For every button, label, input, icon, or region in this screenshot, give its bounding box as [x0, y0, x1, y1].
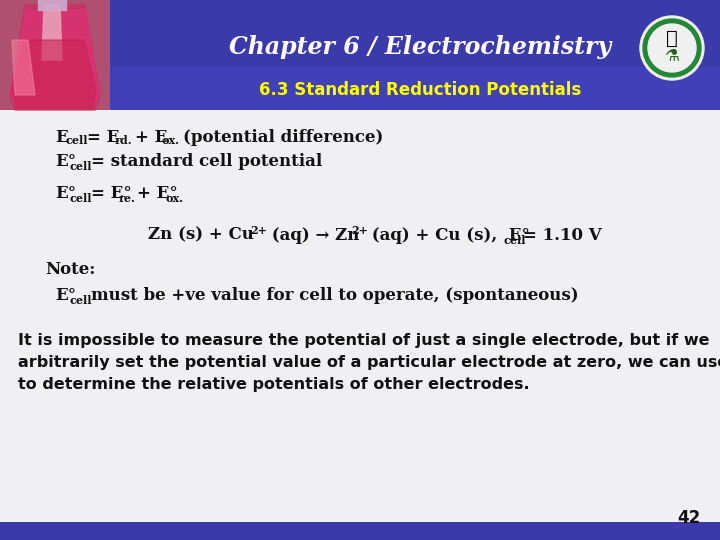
Text: + E°: + E° [137, 185, 178, 201]
Text: Zn (s) + Cu: Zn (s) + Cu [148, 226, 254, 244]
Circle shape [640, 16, 704, 80]
Text: cell: cell [503, 234, 526, 246]
Text: E°: E° [55, 287, 76, 303]
Text: ox.: ox. [165, 192, 183, 204]
Text: arbitrarily set the potential value of a particular electrode at zero, we can us: arbitrarily set the potential value of a… [18, 355, 720, 370]
Text: E: E [55, 129, 68, 145]
Text: 2+: 2+ [250, 225, 267, 235]
Text: to determine the relative potentials of other electrodes.: to determine the relative potentials of … [18, 377, 530, 392]
Polygon shape [11, 10, 99, 108]
Text: = standard cell potential: = standard cell potential [91, 153, 323, 171]
Polygon shape [12, 40, 96, 108]
Circle shape [648, 24, 696, 72]
Text: re.: re. [119, 192, 136, 204]
Text: (aq) → Zn: (aq) → Zn [266, 226, 359, 244]
Text: + E: + E [135, 129, 167, 145]
Polygon shape [38, 0, 66, 10]
Text: cell: cell [65, 136, 88, 146]
Text: 42: 42 [677, 509, 700, 527]
Circle shape [643, 19, 701, 77]
Polygon shape [12, 40, 35, 95]
Text: 2+: 2+ [351, 225, 368, 235]
Text: 6.3 Standard Reduction Potentials: 6.3 Standard Reduction Potentials [259, 81, 581, 99]
Text: = E°: = E° [91, 185, 132, 201]
Text: E°: E° [55, 153, 76, 171]
Polygon shape [10, 5, 100, 110]
Text: rd.: rd. [115, 136, 132, 146]
Polygon shape [42, 5, 62, 60]
Bar [0, 0, 110, 110]
Text: ox.: ox. [162, 136, 180, 146]
Text: ⚗: ⚗ [665, 47, 680, 65]
Text: Note:: Note: [45, 261, 95, 279]
Text: It is impossible to measure the potential of just a single electrode, but if we: It is impossible to measure the potentia… [18, 333, 709, 348]
Bar [110, 67, 720, 110]
Text: cell: cell [69, 294, 91, 306]
Text: = 1.10 V: = 1.10 V [523, 226, 602, 244]
Text: 🏛: 🏛 [666, 29, 678, 48]
Text: (potential difference): (potential difference) [183, 129, 383, 145]
Text: = E: = E [87, 129, 120, 145]
Text: E°: E° [55, 185, 76, 201]
Text: cell: cell [69, 192, 91, 204]
Text: (aq) + Cu (s),  E°: (aq) + Cu (s), E° [366, 226, 530, 244]
Text: Chapter 6 / Electrochemistry: Chapter 6 / Electrochemistry [229, 35, 611, 59]
Text: cell: cell [69, 160, 91, 172]
Bar [0, 0, 720, 110]
Bar [0, 522, 720, 540]
Text: must be +ve value for cell to operate, (spontaneous): must be +ve value for cell to operate, (… [91, 287, 579, 303]
